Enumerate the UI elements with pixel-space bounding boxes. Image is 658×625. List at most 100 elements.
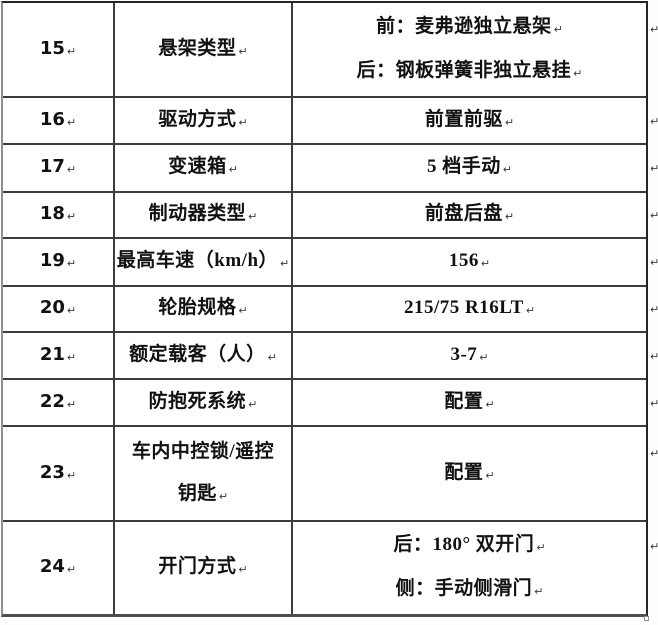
cell-text: 156: [449, 249, 479, 273]
cell-text: 20: [40, 296, 65, 320]
row-number-cell: 17↵: [3, 145, 115, 193]
paragraph-mark-icon: ↵: [67, 299, 76, 323]
text-line: 防抱死系统↵: [149, 390, 258, 416]
cell-text: 18: [40, 202, 65, 226]
cell-text: 17: [40, 155, 65, 179]
row-end-paragraph-mark-icon: ↵: [650, 448, 658, 459]
cell-text: 15: [40, 37, 65, 61]
text-line: 156↵: [449, 249, 490, 275]
text-line: 21↵: [40, 343, 76, 369]
text-line: 15↵: [40, 37, 76, 63]
paragraph-mark-icon: ↵: [67, 252, 76, 276]
text-line: 驱动方式↵: [158, 108, 247, 134]
spec-value-cell: 5 档手动↵: [293, 145, 646, 193]
paragraph-mark-icon: ↵: [536, 536, 545, 560]
row-end-paragraph-mark-icon: ↵: [650, 351, 658, 362]
cell-text: 前盘后盘: [425, 202, 503, 226]
paragraph-mark-icon: ↵: [485, 464, 494, 488]
text-line: 配置↵: [444, 390, 494, 416]
spec-value-cell: 156↵: [293, 239, 646, 287]
paragraph-mark-icon: ↵: [248, 205, 257, 229]
text-line: 215/75 R16LT↵: [404, 296, 535, 322]
text-line: 前：麦弗逊独立悬架↵: [376, 15, 563, 41]
text-line: 开门方式↵: [158, 555, 247, 581]
cell-text: 前：麦弗逊独立悬架: [376, 15, 552, 39]
paragraph-mark-icon: ↵: [481, 252, 490, 276]
spec-value-cell: 215/75 R16LT↵: [293, 287, 646, 333]
paragraph-mark-icon: ↵: [238, 299, 247, 323]
text-line: 钥匙↵: [178, 482, 228, 508]
paragraph-mark-icon: ↵: [238, 558, 247, 582]
text-line: 后：钢板弹簧非独立悬挂↵: [357, 59, 583, 85]
paragraph-mark-icon: ↵: [573, 62, 582, 86]
cell-text: 22: [40, 390, 65, 414]
paragraph-mark-icon: ↵: [67, 40, 76, 64]
cell-text: 配置: [444, 461, 483, 485]
paragraph-mark-icon: ↵: [229, 158, 238, 182]
paragraph-mark-icon: ↵: [503, 158, 512, 182]
spec-value-cell: 配置↵: [293, 427, 646, 522]
paragraph-mark-icon: ↵: [238, 111, 247, 135]
cell-text: 后：钢板弹簧非独立悬挂: [357, 59, 572, 83]
paragraph-mark-icon: ↵: [534, 580, 543, 604]
spec-value-cell: 前置前驱↵: [293, 98, 646, 145]
cell-text: 车内中控锁/遥控: [132, 440, 274, 464]
text-line: 24↵: [40, 555, 76, 581]
row-number-cell: 23↵: [3, 427, 115, 522]
cell-text: 制动器类型: [149, 202, 247, 226]
row-end-paragraph-mark-icon: ↵: [650, 210, 658, 221]
cell-text: 侧：手动侧滑门: [396, 577, 533, 601]
paragraph-mark-icon: ↵: [554, 18, 563, 42]
paragraph-mark-icon: ↵: [248, 393, 257, 417]
paragraph-mark-icon: ↵: [479, 346, 488, 370]
row-end-paragraph-mark-icon: ↵: [650, 304, 658, 315]
spec-value-cell: 配置↵: [293, 380, 646, 427]
paragraph-mark-icon: ↵: [238, 40, 247, 64]
cell-text: 后：180° 双开门: [393, 533, 534, 557]
paragraph-mark-icon: ↵: [219, 485, 228, 509]
text-line: 19↵: [40, 249, 76, 275]
spec-label-cell: 车内中控锁/遥控钥匙↵: [115, 427, 293, 522]
paragraph-mark-icon: ↵: [67, 558, 76, 582]
paragraph-mark-icon: ↵: [485, 393, 494, 417]
paragraph-mark-icon: ↵: [67, 111, 76, 135]
spec-value-cell: 3-7↵: [293, 333, 646, 380]
spec-value-cell: 后：180° 双开门↵侧：手动侧滑门↵: [293, 522, 646, 614]
table-resize-handle-icon[interactable]: [644, 616, 649, 621]
spec-label-cell: 悬架类型↵: [115, 3, 293, 98]
spec-label-cell: 驱动方式↵: [115, 98, 293, 145]
spec-label-cell: 防抱死系统↵: [115, 380, 293, 427]
paragraph-mark-icon: ↵: [280, 252, 289, 276]
cell-text: 16: [40, 108, 65, 132]
row-end-paragraph-mark-icon: ↵: [650, 398, 658, 409]
text-line: 配置↵: [444, 461, 494, 487]
row-number-cell: 16↵: [3, 98, 115, 145]
cell-text: 24: [40, 555, 65, 579]
text-line: 悬架类型↵: [158, 37, 247, 63]
text-line: 17↵: [40, 155, 76, 181]
paragraph-mark-icon: ↵: [67, 158, 76, 182]
cell-text: 3-7: [450, 343, 477, 367]
text-line: 18↵: [40, 202, 76, 228]
text-line: 22↵: [40, 390, 76, 416]
spec-label-cell: 制动器类型↵: [115, 193, 293, 239]
cell-text: 额定载客（人）: [129, 343, 266, 367]
row-number-cell: 20↵: [3, 287, 115, 333]
row-number-cell: 15↵: [3, 3, 115, 98]
text-line: 后：180° 双开门↵: [393, 533, 545, 559]
cell-text: 21: [40, 343, 65, 367]
row-number-cell: 22↵: [3, 380, 115, 427]
paragraph-mark-icon: ↵: [67, 346, 76, 370]
cell-text: 215/75 R16LT: [404, 296, 524, 320]
row-number-cell: 21↵: [3, 333, 115, 380]
cell-text: 钥匙: [178, 482, 217, 506]
spec-value-cell: 前盘后盘↵: [293, 193, 646, 239]
cell-text: 开门方式: [158, 555, 236, 579]
paragraph-mark-icon: ↵: [67, 464, 76, 488]
text-line: 变速箱↵: [168, 155, 238, 181]
text-line: 制动器类型↵: [149, 202, 258, 228]
text-line: 轮胎规格↵: [158, 296, 247, 322]
cell-text: 轮胎规格: [158, 296, 236, 320]
row-end-paragraph-mark-icon: ↵: [650, 163, 658, 174]
row-end-paragraph-mark-icon: ↵: [650, 541, 658, 552]
